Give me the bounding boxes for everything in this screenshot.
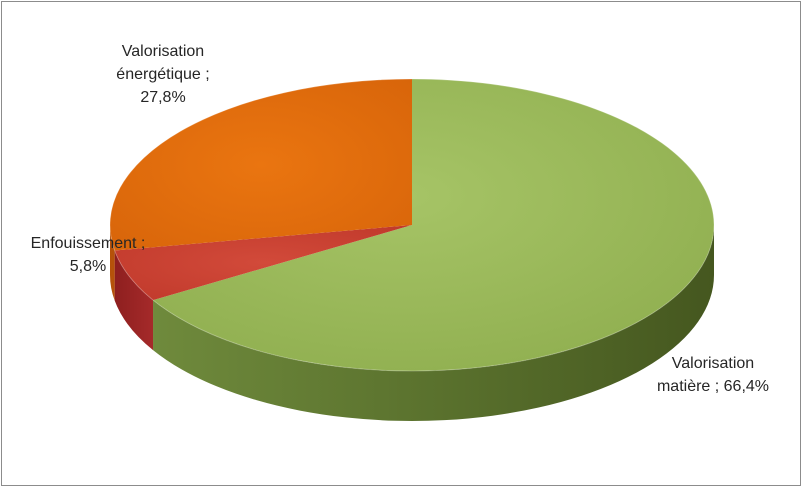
pie-slice-3: [110, 79, 412, 251]
pie-slice-side-1: [153, 225, 714, 422]
pie-slice-side-3: [110, 225, 115, 301]
slice-label-2: Enfouissement ; 5,8%: [31, 235, 146, 275]
pie-slice-side-2: [114, 250, 154, 351]
slice-label-1: Valorisation matière ; 66,4%: [657, 355, 769, 395]
slice-label-line: matière ; 66,4%: [657, 378, 769, 395]
slice-label-line: 27,8%: [140, 89, 185, 106]
slice-label-line: Enfouissement ;: [31, 235, 146, 252]
slice-label-line: énergétique ;: [116, 66, 209, 83]
slice-label-line: Valorisation: [122, 43, 204, 60]
pie-slice-1: [153, 79, 714, 372]
pie-rim: [109, 78, 715, 372]
pie-slice-2: [114, 225, 413, 301]
slice-label-3: Valorisation énergétique ; 27,8%: [116, 43, 209, 106]
slice-label-line: 5,8%: [70, 258, 106, 275]
slice-label-line: Valorisation: [672, 355, 754, 372]
